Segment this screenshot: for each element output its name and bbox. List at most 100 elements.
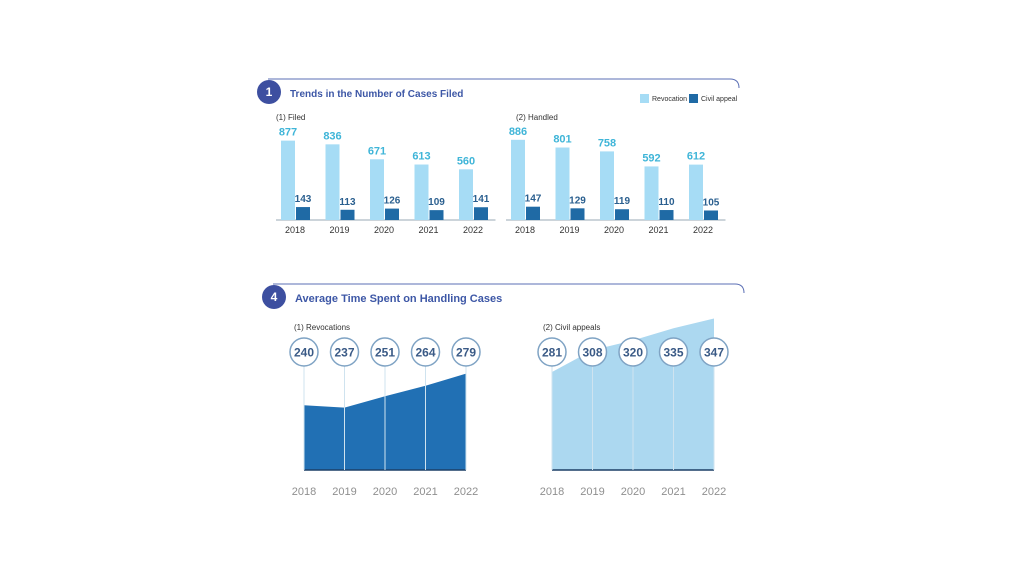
handled-label-revocation-2018: 886 [509,126,527,138]
filed-bar-revocation-2020 [370,159,384,220]
revocations-value-2018: 240 [294,346,314,360]
handled-bar-civil-appeal-2018 [526,206,540,220]
section-4-header-frame [273,283,745,294]
handled-label-civil-appeal-2019: 129 [569,195,586,206]
civil-appeals-tick-2018: 2018 [540,486,564,498]
filed-tick-2019: 2019 [329,225,349,235]
legend-label-civil-appeal: Civil appeal [701,96,738,103]
chart-civil-appeals: 281 2018 308 2019 320 2020 335 2021 347 2022 [537,318,729,498]
civil-appeals-tick-2022: 2022 [702,486,726,498]
filed-label-civil-appeal-2021: 109 [428,197,445,208]
revocations-tick-2021: 2021 [413,486,437,498]
revocations-value-2021: 264 [415,346,435,360]
handled-bar-revocation-2022 [689,164,703,220]
section-1-title: Trends in the Number of Cases Filed [290,89,463,100]
handled-tick-2020: 2020 [604,225,624,235]
revocations-value-2019: 237 [334,346,354,360]
civil-appeals-tick-2020: 2020 [621,486,645,498]
filed-bar-civil-appeal-2019 [340,209,355,220]
handled-label-revocation-2020: 758 [598,137,616,149]
filed-bar-civil-appeal-2020 [385,208,399,220]
filed-bar-revocation-2021 [414,164,429,220]
section-4-badge [262,285,286,309]
revocations-bubble-2022 [451,337,481,367]
section-1-badge-number: 1 [266,85,273,99]
filed-label-revocation-2020: 671 [368,145,386,157]
section-4-badge-number: 4 [271,290,278,304]
revocations-bubble-2021 [410,337,441,367]
civil-appeals-value-2018: 281 [542,346,562,360]
filed-tick-2020: 2020 [374,225,394,235]
chart-filed: 877 143 2018 836 113 2019 671 126 2020 613 109 2021… [276,127,496,235]
handled-bar-revocation-2019 [555,147,570,220]
handled-label-civil-appeal-2021: 110 [658,197,675,208]
revocations-tick-2020: 2020 [373,486,397,498]
section-1-header-frame [268,78,740,89]
filed-bar-revocation-2018 [281,140,295,220]
chart-revocations-subtitle: (1) Revocations [294,323,350,332]
civil-appeals-tick-2021: 2021 [661,486,685,498]
filed-label-civil-appeal-2018: 143 [295,194,312,205]
revocations-tick-2018: 2018 [292,486,316,498]
filed-tick-2022: 2022 [463,225,483,235]
section-1-badge [257,80,281,104]
filed-label-civil-appeal-2019: 113 [339,197,356,208]
revocations-bubble-2019 [329,337,360,367]
civil-appeals-bubble-2018 [537,337,567,367]
handled-tick-2018: 2018 [515,225,535,235]
revocations-value-2022: 279 [456,346,476,360]
handled-bar-civil-appeal-2022 [704,210,718,220]
legend-swatch-revocation [640,94,649,103]
handled-label-civil-appeal-2022: 105 [703,197,720,208]
handled-tick-2019: 2019 [559,225,579,235]
handled-label-revocation-2022: 612 [687,151,705,163]
civil-appeals-tick-2019: 2019 [580,486,604,498]
filed-tick-2021: 2021 [418,225,438,235]
revocations-tick-2019: 2019 [332,486,356,498]
filed-label-revocation-2022: 560 [457,155,475,167]
handled-label-civil-appeal-2020: 119 [614,196,631,207]
revocations-value-2020: 251 [375,346,395,360]
legend-label-revocation: Revocation [652,96,687,103]
chart-filed-subtitle: (1) Filed [276,113,305,122]
chart-revocations: 240 2018 237 2019 251 2020 264 2021 279 2022 [289,337,481,498]
civil-appeals-bubble-2019 [577,337,608,367]
handled-bar-revocation-2021 [644,166,659,220]
filed-label-revocation-2018: 877 [279,127,297,139]
civil-appeals-bubble-2020 [618,337,648,367]
civil-appeals-value-2019: 308 [582,346,602,360]
handled-label-civil-appeal-2018: 147 [525,194,542,205]
filed-label-revocation-2021: 613 [412,151,430,163]
filed-label-civil-appeal-2022: 141 [473,194,490,205]
filed-bar-civil-appeal-2018 [296,207,310,220]
chart-handled-subtitle: (2) Handled [516,113,558,122]
chart-civil-appeals-subtitle: (2) Civil appeals [543,323,600,332]
civil-appeals-bubble-2021 [658,337,689,367]
civil-appeals-value-2020: 320 [623,346,643,360]
handled-bar-revocation-2018 [511,139,525,220]
legend: Revocation Civil appeal [640,94,738,103]
handled-bar-civil-appeal-2019 [570,208,585,220]
handled-tick-2021: 2021 [648,225,668,235]
filed-bar-revocation-2019 [325,144,340,220]
handled-tick-2022: 2022 [693,225,713,235]
civil-appeals-value-2021: 335 [663,346,683,360]
filed-bar-civil-appeal-2021 [429,210,444,220]
filed-tick-2018: 2018 [285,225,305,235]
section-4-title: Average Time Spent on Handling Cases [295,293,502,305]
handled-label-revocation-2019: 801 [553,134,571,146]
handled-bar-civil-appeal-2021 [659,210,674,220]
revocations-bubble-2018 [289,337,319,367]
filed-label-revocation-2019: 836 [323,130,341,142]
civil-appeals-value-2022: 347 [704,346,724,360]
handled-label-revocation-2021: 592 [642,152,660,164]
section-1-header: 1 Trends in the Number of Cases Filed [257,78,740,104]
chart-handled: 886 147 2018 801 129 2019 758 119 2020 592 110 2021… [506,126,726,235]
handled-bar-revocation-2020 [600,151,614,220]
section-4-header: 4 Average Time Spent on Handling Cases [262,283,745,309]
civil-appeals-bubble-2022 [699,337,729,367]
filed-label-civil-appeal-2020: 126 [384,196,401,207]
legend-swatch-civil-appeal [689,94,698,103]
filed-bar-civil-appeal-2022 [474,207,488,220]
